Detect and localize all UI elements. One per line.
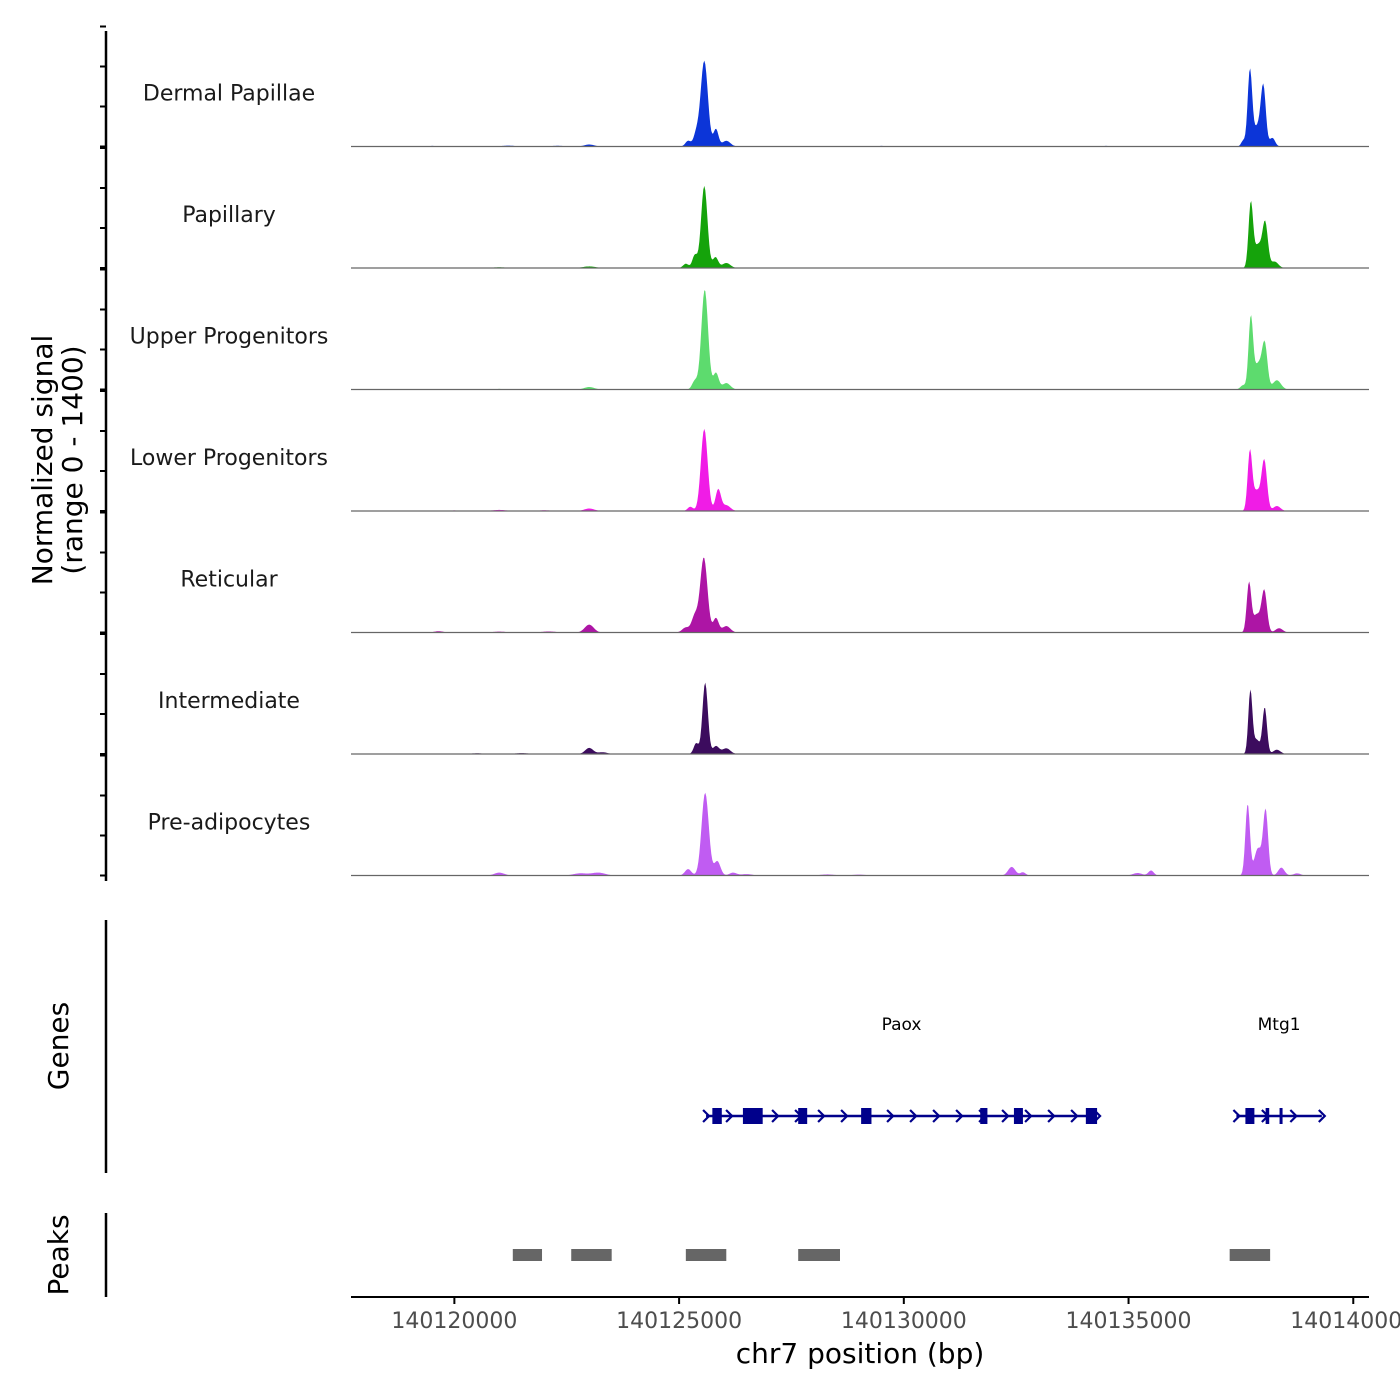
gene-exon xyxy=(980,1108,988,1124)
coverage-track: Reticular xyxy=(180,557,1369,634)
x-tick-label: 140125000 xyxy=(616,1309,742,1334)
strand-arrow xyxy=(817,1109,826,1123)
gene-exon xyxy=(1265,1108,1270,1124)
coverage-track: Papillary xyxy=(182,185,1369,269)
peak-region xyxy=(798,1249,840,1261)
strand-arrow xyxy=(909,1109,918,1123)
gene-exon xyxy=(1279,1108,1283,1124)
coverage-panel: Dermal Papillae Papillary Upper Progenitor… xyxy=(100,25,1369,881)
strand-arrow xyxy=(1289,1109,1298,1123)
strand-arrow xyxy=(886,1109,895,1123)
signal-area xyxy=(351,557,1369,633)
peak-region xyxy=(512,1249,543,1261)
y-axis-title-line-1: Normalized signal xyxy=(26,335,59,586)
coverage-track: Upper Progenitors xyxy=(130,290,1369,391)
gene-model: Mtg1 xyxy=(1232,1015,1327,1124)
strand-arrow xyxy=(955,1109,964,1123)
strand-arrow xyxy=(840,1109,849,1123)
coverage-track: Dermal Papillae xyxy=(143,60,1369,148)
gene-exon xyxy=(1013,1108,1023,1124)
track-label: Dermal Papillae xyxy=(143,82,315,107)
x-tick-label: 140120000 xyxy=(391,1309,517,1334)
strand-arrow xyxy=(1318,1109,1327,1123)
strand-arrow xyxy=(932,1109,941,1123)
strand-arrow xyxy=(725,1109,734,1123)
strand-arrow xyxy=(702,1109,711,1123)
track-label: Pre-adipocytes xyxy=(148,811,311,836)
track-label: Upper Progenitors xyxy=(130,325,329,350)
gene-label: Paox xyxy=(882,1015,922,1035)
track-label: Intermediate xyxy=(158,689,300,714)
peak-region xyxy=(571,1249,612,1261)
x-axis: chr7 position (bp) 140120000 140125000 140… xyxy=(351,1296,1400,1370)
gene-exon xyxy=(742,1108,763,1124)
peak-region xyxy=(685,1249,727,1261)
track-label: Papillary xyxy=(182,203,276,228)
x-tick-label: 140130000 xyxy=(841,1309,967,1334)
gene-exon xyxy=(712,1108,722,1124)
gene-model: Paox xyxy=(702,1015,1102,1124)
strand-arrow xyxy=(1047,1109,1056,1123)
gene-exon xyxy=(861,1108,872,1124)
gene-label: Mtg1 xyxy=(1258,1015,1301,1035)
gene-exon xyxy=(798,1108,808,1124)
y-axis-title: Normalized signal (range 0 - 1400) xyxy=(26,335,89,586)
genes-panel-title: Genes xyxy=(42,1002,75,1090)
gene-exon xyxy=(1085,1108,1098,1124)
track-label: Reticular xyxy=(180,568,278,593)
coverage-track: Pre-adipocytes xyxy=(148,792,1369,877)
y-axis-title-line-2: (range 0 - 1400) xyxy=(56,345,89,574)
genes-panel: Genes Paox Mtg1 xyxy=(42,920,1327,1173)
peaks-panel: Peaks xyxy=(42,1213,1271,1297)
signal-area xyxy=(351,60,1369,147)
signal-area xyxy=(351,682,1369,754)
peaks-panel-title: Peaks xyxy=(42,1214,75,1295)
coverage-track: Intermediate xyxy=(158,682,1369,755)
signal-area xyxy=(351,428,1369,511)
strand-arrow xyxy=(1024,1109,1033,1123)
x-tick-label: 140140000 xyxy=(1290,1309,1400,1334)
strand-arrow xyxy=(1232,1109,1241,1123)
coverage-track: Lower Progenitors xyxy=(130,428,1369,512)
signal-area xyxy=(351,792,1369,876)
x-tick-label: 140135000 xyxy=(1066,1309,1192,1334)
track-label: Lower Progenitors xyxy=(130,446,328,471)
gene-exon xyxy=(1245,1108,1255,1124)
strand-arrow xyxy=(771,1109,780,1123)
strand-arrow xyxy=(1070,1109,1079,1123)
strand-arrow xyxy=(1001,1109,1010,1123)
signal-area xyxy=(351,185,1369,268)
signal-area xyxy=(351,290,1369,390)
x-axis-title: chr7 position (bp) xyxy=(736,1337,985,1370)
peak-region xyxy=(1229,1249,1271,1261)
